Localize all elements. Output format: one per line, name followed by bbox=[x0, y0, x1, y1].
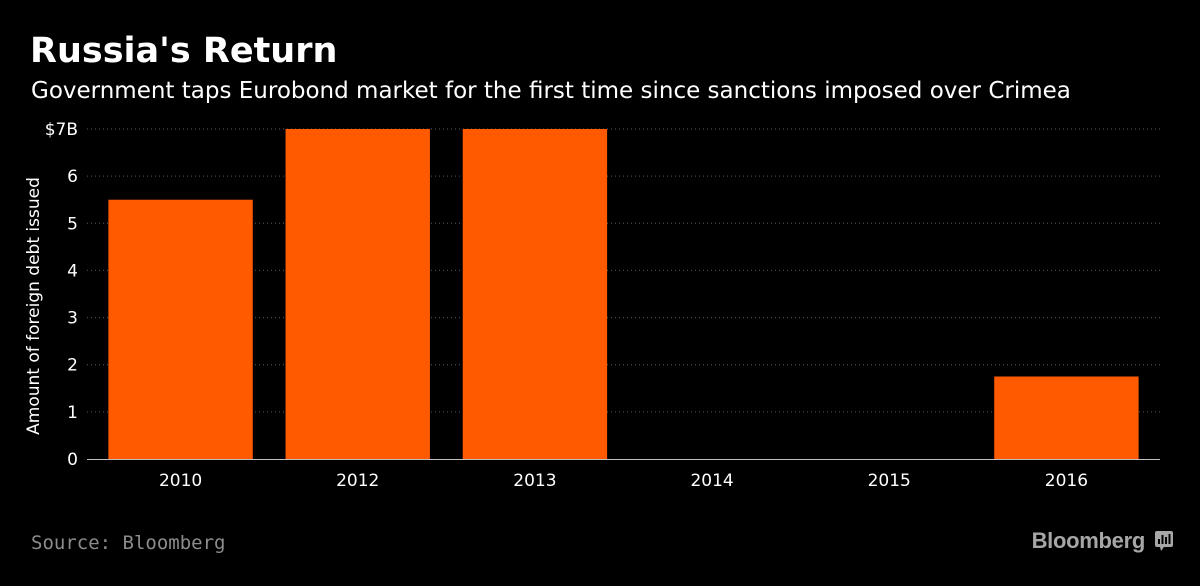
bar-2010 bbox=[108, 199, 253, 459]
bar-2013 bbox=[462, 129, 608, 459]
y-tick-labels: 0 1 2 3 4 5 6 $7B bbox=[45, 120, 78, 470]
y-tick-label: 5 bbox=[67, 214, 78, 234]
y-tick-label: 1 bbox=[67, 403, 78, 423]
y-tick-label: 0 bbox=[67, 450, 78, 470]
bloomberg-terminal-icon bbox=[1155, 531, 1173, 551]
x-tick-label: 2014 bbox=[690, 471, 733, 491]
y-tick-label: 4 bbox=[67, 261, 78, 281]
y-tick-label: $7B bbox=[45, 120, 78, 140]
source-note: Source: Bloomberg bbox=[31, 532, 226, 554]
x-tick-label: 2013 bbox=[513, 471, 556, 491]
chart-subtitle: Government taps Eurobond market for the … bbox=[31, 78, 1071, 104]
bloomberg-logo: Bloomberg bbox=[1031, 528, 1146, 553]
y-tick-label: 3 bbox=[67, 309, 78, 329]
y-tick-label: 2 bbox=[67, 356, 78, 376]
bars bbox=[108, 129, 1139, 459]
x-tick-labels: 2010 2012 2013 2014 2015 2016 bbox=[159, 471, 1088, 491]
grid-lines bbox=[87, 128, 1160, 413]
x-tick-label: 2016 bbox=[1045, 471, 1088, 491]
bar-2012 bbox=[285, 129, 430, 459]
bar-2016 bbox=[994, 376, 1139, 459]
x-tick-label: 2010 bbox=[159, 471, 202, 491]
x-tick-label: 2015 bbox=[868, 471, 911, 491]
chart-title: Russia's Return bbox=[30, 31, 338, 71]
y-tick-label: 6 bbox=[67, 167, 78, 187]
x-tick-label: 2012 bbox=[336, 471, 379, 491]
